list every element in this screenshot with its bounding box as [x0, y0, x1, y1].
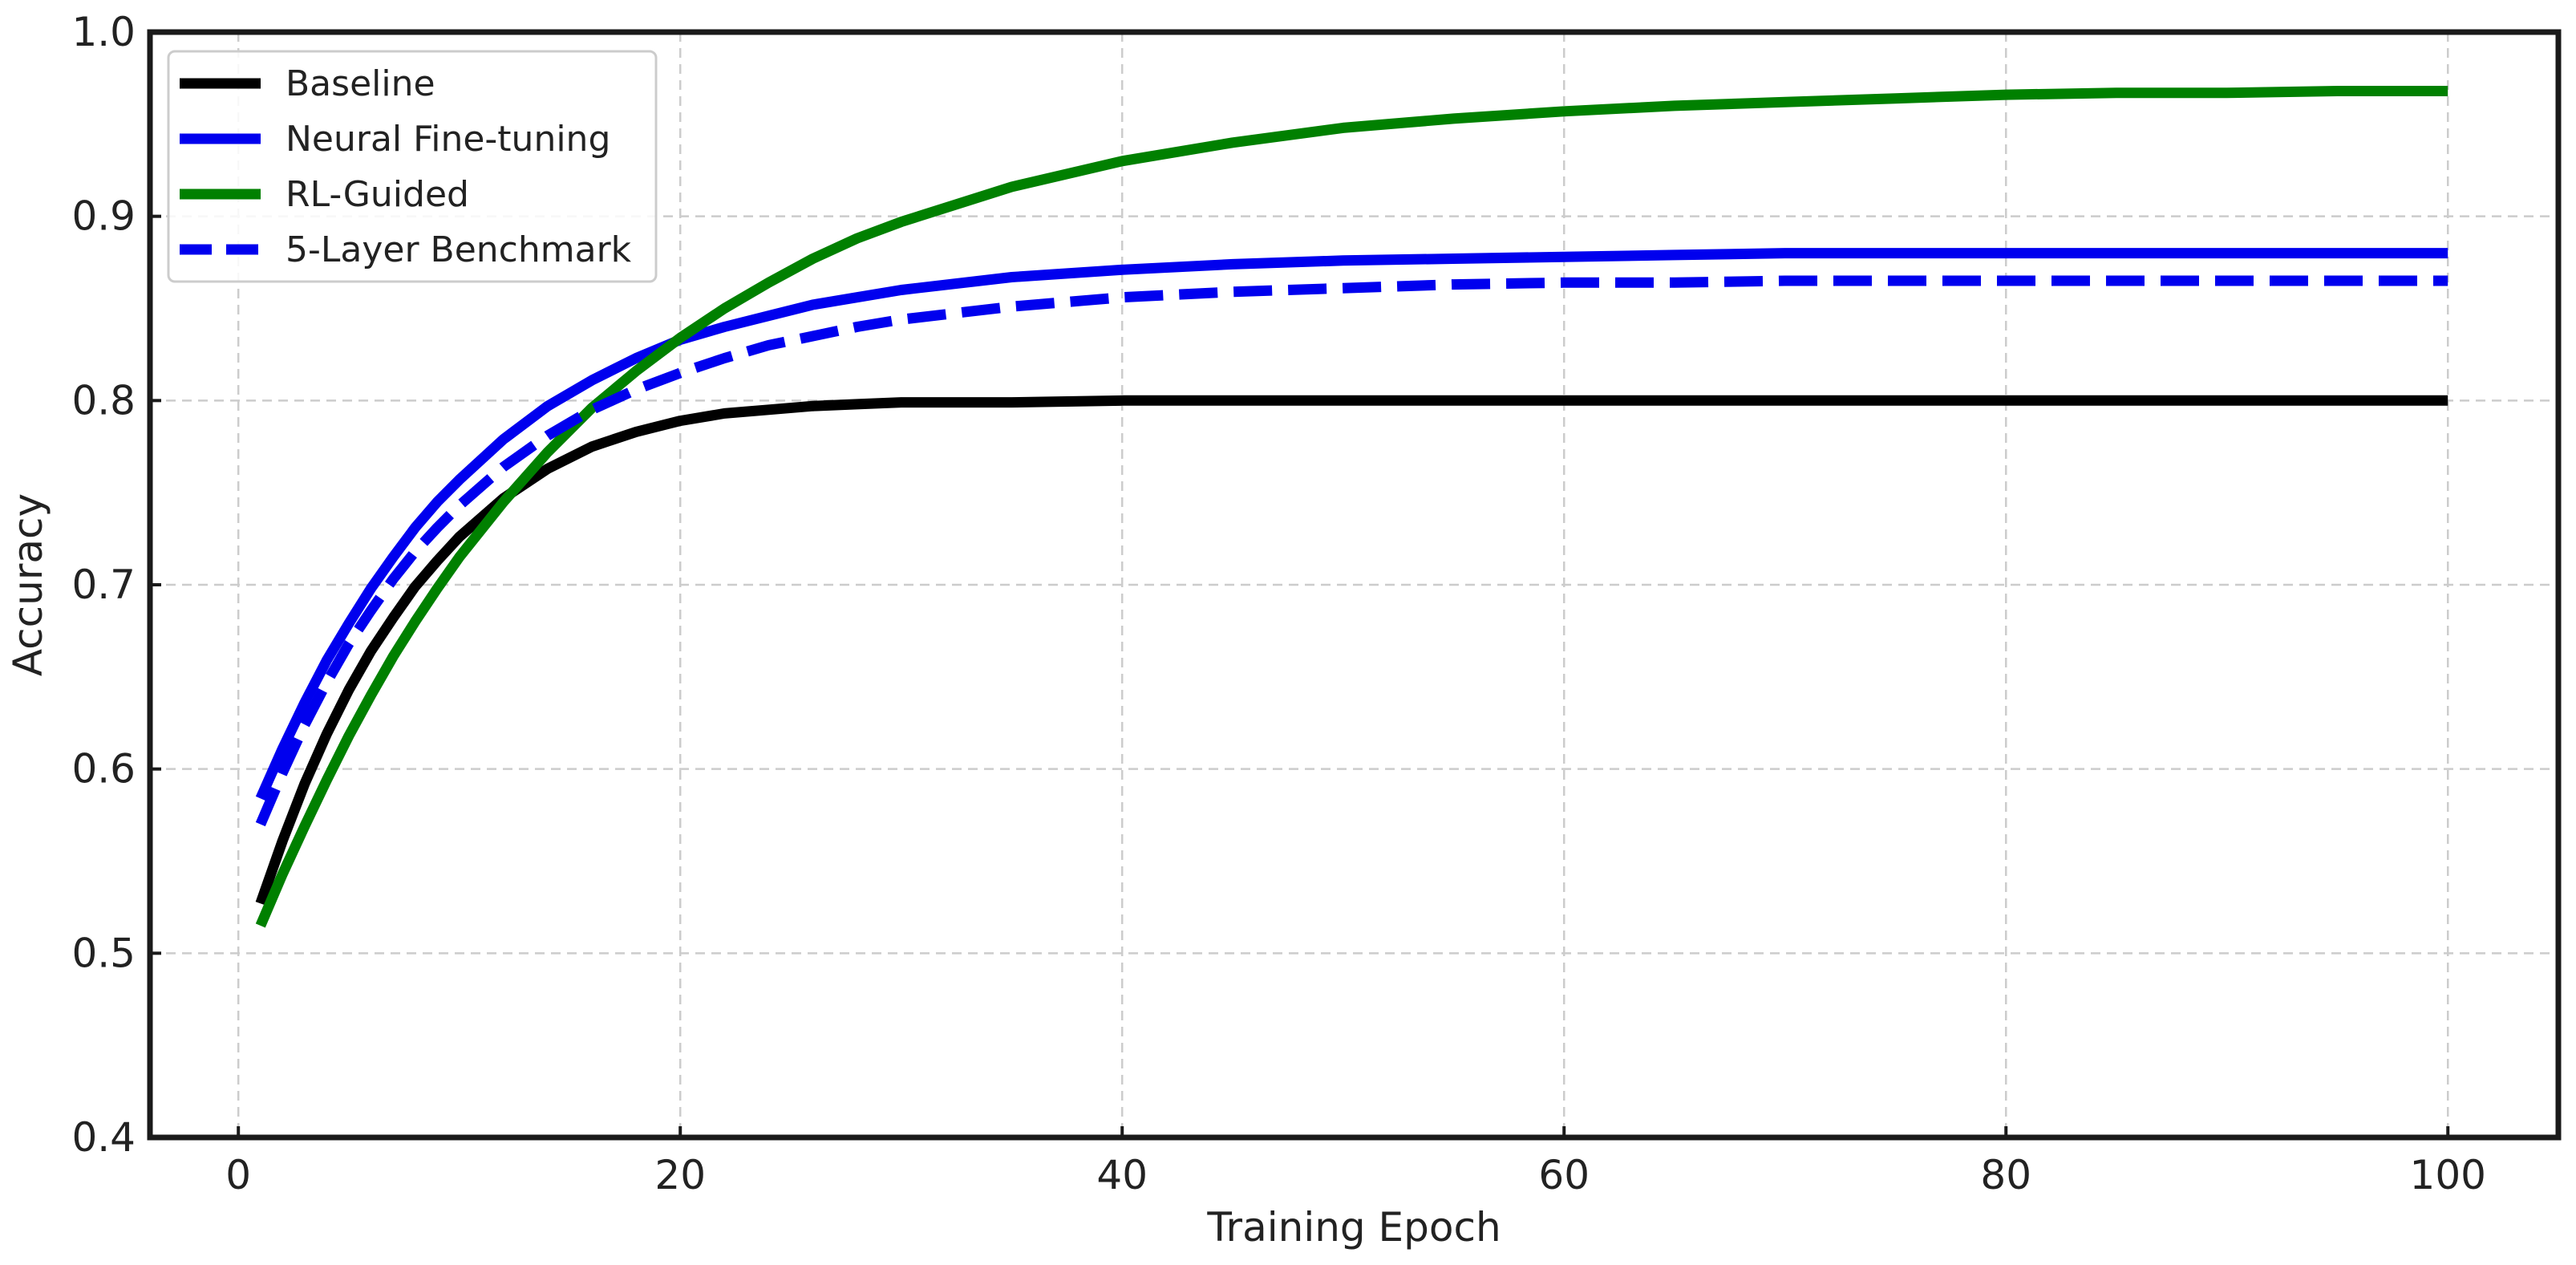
- x-tick-label: 100: [2410, 1152, 2486, 1198]
- series-lines: [255, 86, 2448, 928]
- legend-label: RL-Guided: [286, 174, 469, 215]
- legend-box: [167, 50, 658, 283]
- legend-label: Neural Fine-tuning: [286, 119, 610, 160]
- legend-items: Baseline Neural Fine-tuning RL-Guided 5-Lay…: [180, 63, 632, 270]
- y-axis-label: Accuracy: [5, 493, 51, 676]
- legend: Baseline Neural Fine-tuning RL-Guided 5-Lay…: [167, 50, 658, 283]
- series-line-5-layer-benchmark: [255, 275, 2448, 827]
- legend-label: 5-Layer Benchmark: [286, 229, 632, 270]
- x-tick-label: 80: [1980, 1152, 2031, 1198]
- y-tick-label: 1.0: [71, 9, 136, 55]
- y-tick-label: 0.9: [71, 193, 136, 240]
- y-tick-label: 0.4: [71, 1114, 136, 1161]
- y-tick-label: 0.8: [71, 377, 136, 424]
- series-line-neural-fine-tuning: [255, 248, 2448, 801]
- x-tick-label: 40: [1096, 1152, 1148, 1198]
- x-tick-label: 20: [654, 1152, 706, 1198]
- axis-ticks: 0 20 40 60 80 100 0.4 0.5 0.6 0.7 0.8 0.9 1.0: [71, 9, 2485, 1198]
- x-tick-label: 60: [1538, 1152, 1590, 1198]
- x-tick-label: 0: [225, 1152, 251, 1198]
- legend-label: Baseline: [286, 63, 435, 104]
- y-tick-label: 0.6: [71, 746, 136, 793]
- y-tick-label: 0.7: [71, 562, 136, 608]
- x-axis-label: Training Epoch: [1206, 1204, 1501, 1251]
- series-line-baseline: [255, 395, 2448, 906]
- y-tick-label: 0.5: [71, 930, 136, 976]
- series-line-rl-guided: [255, 86, 2448, 928]
